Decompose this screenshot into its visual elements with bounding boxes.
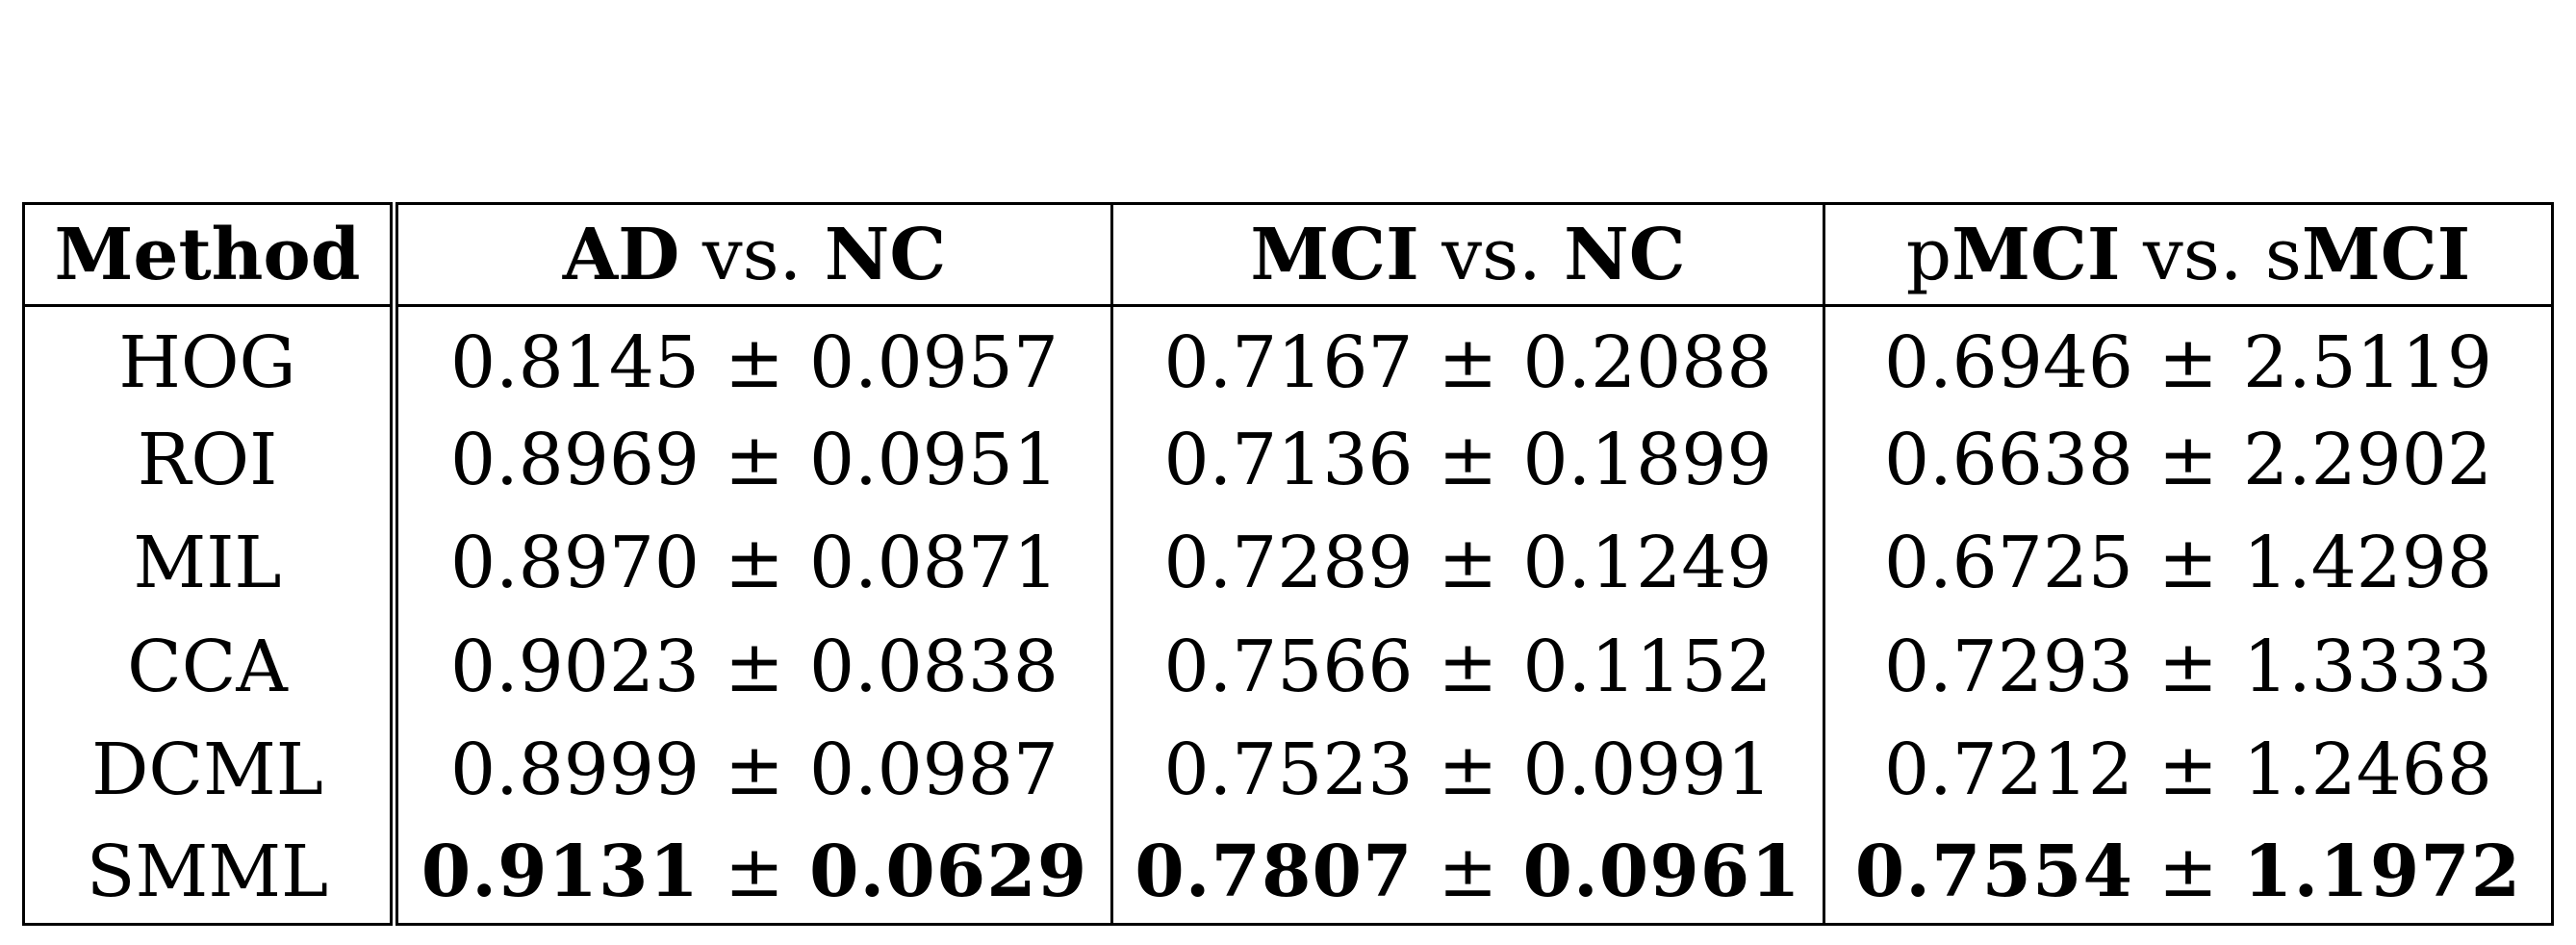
mean-value: 0.8999 [450,728,700,811]
table-row: CCA 0.9023 ±0.0838 0.7566 ±0.1152 0.7293 ±1.33… [22,614,2554,719]
table-row: MIL 0.8970 ±0.0871 0.7289 ±0.1249 0.6725 ±1.42… [22,511,2554,615]
plus-minus-symbol: ± [1438,320,1498,404]
header-mci-vs-nc: MCI vs. NC [1110,202,1825,307]
mean-value: 0.6638 [1884,419,2133,502]
method-cell: ROI [22,408,398,512]
std-value: 1.1972 [2243,830,2522,914]
mean-value: 0.8969 [450,419,700,502]
method-cell: MIL [22,511,398,615]
mci-vs-nc-cell: 0.7523 ±0.0991 [1110,718,1825,822]
table-body: HOG 0.8145 ±0.0957 0.7167 ±0.2088 0.6946 ±2.51… [22,305,2554,927]
mean-value: 0.9131 [421,830,700,914]
plus-minus-symbol: ± [1438,522,1498,605]
std-value: 0.1249 [1522,522,1773,605]
pmci-vs-smci-cell: 0.7293 ±1.3333 [1823,614,2554,719]
method-cell: SMML [22,821,398,927]
ad-vs-nc-cell: 0.8999 ±0.0987 [393,718,1113,822]
mean-value: 0.7523 [1163,728,1414,811]
mci-vs-nc-cell: 0.7167 ±0.2088 [1110,305,1825,409]
table-row: HOG 0.8145 ±0.0957 0.7167 ±0.2088 0.6946 ±2.51… [22,305,2554,409]
std-value: 0.0629 [809,830,1088,914]
table-row: ROI 0.8969 ±0.0951 0.7136 ±0.1899 0.6638 ±2.29… [22,408,2554,512]
pmci-vs-smci-cell: 0.6946 ±2.5119 [1823,305,2554,409]
std-value: 0.1152 [1522,625,1773,708]
plus-minus-symbol: ± [2157,728,2218,811]
header-row: Method AD vs. NC MCI vs. NC pMCI vs. sMC… [22,202,2554,307]
mean-value: 0.7566 [1163,625,1414,708]
plus-minus-symbol: ± [724,320,784,404]
pmci-vs-smci-cell: 0.6638 ±2.2902 [1823,408,2554,512]
mean-value: 0.7554 [1854,830,2133,914]
mean-value: 0.8970 [450,522,700,605]
std-value: 0.1899 [1522,419,1773,502]
plus-minus-symbol: ± [2157,522,2218,605]
mean-value: 0.6946 [1884,320,2133,404]
ad-vs-nc-cell: 0.9023 ±0.0838 [393,614,1113,719]
plus-minus-symbol: ± [2157,419,2218,502]
std-value: 0.0961 [1522,830,1801,914]
pmci-vs-smci-cell: 0.6725 ±1.4298 [1823,511,2554,615]
method-cell: CCA [22,614,398,719]
std-value: 2.5119 [2243,320,2492,404]
table-row: DCML 0.8999 ±0.0987 0.7523 ±0.0991 0.7212 ±1.2… [22,718,2554,822]
std-value: 1.3333 [2243,625,2492,708]
mean-value: 0.7212 [1884,728,2133,811]
header-ad-vs-nc: AD vs. NC [393,202,1113,307]
pmci-vs-smci-cell: 0.7212 ±1.2468 [1823,718,2554,822]
mean-value: 0.6725 [1884,522,2133,605]
plus-minus-symbol: ± [1438,625,1498,708]
mean-value: 0.9023 [450,625,700,708]
plus-minus-symbol: ± [1438,830,1498,914]
mci-vs-nc-cell: 0.7566 ±0.1152 [1110,614,1825,719]
std-value: 1.2468 [2243,728,2492,811]
std-value: 0.0991 [1522,728,1773,811]
method-cell: HOG [22,305,398,409]
std-value: 0.0951 [809,419,1058,502]
mean-value: 0.7807 [1135,830,1414,914]
std-value: 0.0838 [809,625,1058,708]
plus-minus-symbol: ± [724,522,784,605]
std-value: 1.4298 [2243,522,2492,605]
mean-value: 0.7293 [1884,625,2133,708]
std-value: 0.2088 [1522,320,1773,404]
mci-vs-nc-cell: 0.7289 ±0.1249 [1110,511,1825,615]
header-method: Method [22,202,398,307]
mci-vs-nc-cell: 0.7807 ±0.0961 [1110,821,1825,927]
plus-minus-symbol: ± [724,419,784,502]
std-value: 0.0871 [809,522,1058,605]
mean-value: 0.7167 [1163,320,1414,404]
pmci-vs-smci-cell: 0.7554 ±1.1972 [1823,821,2554,927]
header-pmci-vs-smci: pMCI vs. sMCI [1823,202,2554,307]
mean-value: 0.7289 [1163,522,1414,605]
plus-minus-symbol: ± [2157,625,2218,708]
plus-minus-symbol: ± [1438,419,1498,502]
mean-value: 0.7136 [1163,419,1414,502]
method-cell: DCML [22,718,398,822]
mean-value: 0.8145 [450,320,700,404]
mci-vs-nc-cell: 0.7136 ±0.1899 [1110,408,1825,512]
plus-minus-symbol: ± [724,625,784,708]
std-value: 0.0957 [809,320,1058,404]
std-value: 0.0987 [809,728,1058,811]
ad-vs-nc-cell: 0.8970 ±0.0871 [393,511,1113,615]
plus-minus-symbol: ± [724,728,784,811]
plus-minus-symbol: ± [724,830,784,914]
ad-vs-nc-cell: 0.8969 ±0.0951 [393,408,1113,512]
table-row: SMML 0.9131 ±0.0629 0.7807 ±0.0961 0.7554 ±1.1… [22,821,2554,927]
std-value: 2.2902 [2243,419,2492,502]
plus-minus-symbol: ± [1438,728,1498,811]
ad-vs-nc-cell: 0.9131 ±0.0629 [393,821,1113,927]
results-table: Method AD vs. NC MCI vs. NC pMCI vs. sMC… [22,202,2554,927]
ad-vs-nc-cell: 0.8145 ±0.0957 [393,305,1113,409]
plus-minus-symbol: ± [2157,830,2218,914]
plus-minus-symbol: ± [2157,320,2218,404]
